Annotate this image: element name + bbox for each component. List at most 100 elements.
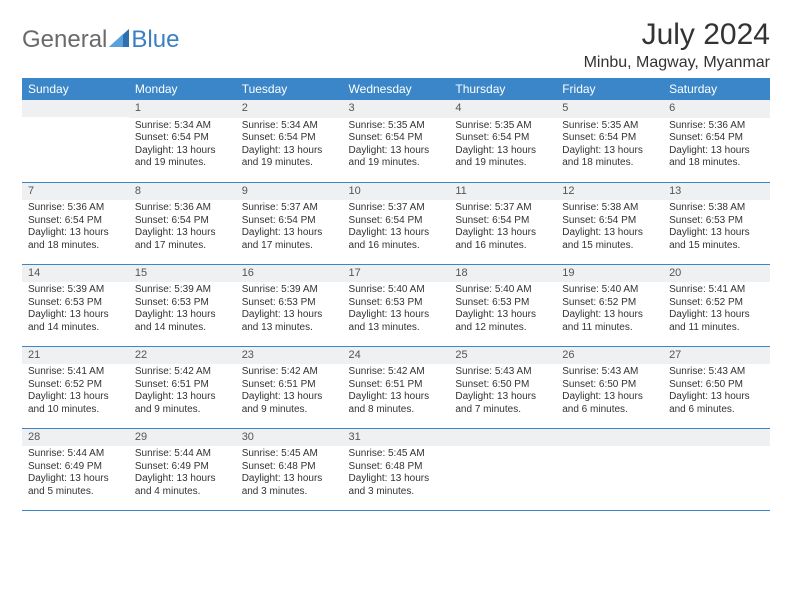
day-number: 20 <box>663 265 770 283</box>
day-body: Sunrise: 5:35 AMSunset: 6:54 PMDaylight:… <box>556 118 663 174</box>
daylight-text: Daylight: 13 hours and 6 minutes. <box>669 391 764 416</box>
title-block: July 2024 Minbu, Magway, Myanmar <box>584 18 770 72</box>
sunset-text: Sunset: 6:54 PM <box>669 132 764 145</box>
day-body: Sunrise: 5:43 AMSunset: 6:50 PMDaylight:… <box>556 364 663 420</box>
day-number: 6 <box>663 100 770 118</box>
sunset-text: Sunset: 6:53 PM <box>242 297 337 310</box>
weekday-header: Saturday <box>663 78 770 100</box>
day-number: 10 <box>343 183 450 201</box>
daylight-text: Daylight: 13 hours and 11 minutes. <box>562 309 657 334</box>
calendar-cell: 2Sunrise: 5:34 AMSunset: 6:54 PMDaylight… <box>236 100 343 182</box>
sunset-text: Sunset: 6:51 PM <box>349 379 444 392</box>
calendar-cell: 4Sunrise: 5:35 AMSunset: 6:54 PMDaylight… <box>449 100 556 182</box>
day-body: Sunrise: 5:38 AMSunset: 6:54 PMDaylight:… <box>556 200 663 256</box>
sunrise-text: Sunrise: 5:35 AM <box>455 120 550 133</box>
day-number: 7 <box>22 183 129 201</box>
calendar-table: Sunday Monday Tuesday Wednesday Thursday… <box>22 78 770 511</box>
day-number <box>556 429 663 446</box>
calendar-cell: 26Sunrise: 5:43 AMSunset: 6:50 PMDayligh… <box>556 346 663 428</box>
sunrise-text: Sunrise: 5:40 AM <box>455 284 550 297</box>
daylight-text: Daylight: 13 hours and 18 minutes. <box>669 145 764 170</box>
calendar-cell: 28Sunrise: 5:44 AMSunset: 6:49 PMDayligh… <box>22 428 129 510</box>
sunrise-text: Sunrise: 5:34 AM <box>135 120 230 133</box>
day-body: Sunrise: 5:35 AMSunset: 6:54 PMDaylight:… <box>449 118 556 174</box>
sunset-text: Sunset: 6:49 PM <box>28 461 123 474</box>
day-body: Sunrise: 5:45 AMSunset: 6:48 PMDaylight:… <box>236 446 343 502</box>
daylight-text: Daylight: 13 hours and 5 minutes. <box>28 473 123 498</box>
day-body: Sunrise: 5:40 AMSunset: 6:53 PMDaylight:… <box>449 282 556 338</box>
day-number: 28 <box>22 429 129 447</box>
daylight-text: Daylight: 13 hours and 6 minutes. <box>562 391 657 416</box>
day-body: Sunrise: 5:36 AMSunset: 6:54 PMDaylight:… <box>22 200 129 256</box>
sunset-text: Sunset: 6:54 PM <box>135 215 230 228</box>
sunset-text: Sunset: 6:50 PM <box>455 379 550 392</box>
daylight-text: Daylight: 13 hours and 12 minutes. <box>455 309 550 334</box>
calendar-cell: 9Sunrise: 5:37 AMSunset: 6:54 PMDaylight… <box>236 182 343 264</box>
day-number: 29 <box>129 429 236 447</box>
daylight-text: Daylight: 13 hours and 15 minutes. <box>669 227 764 252</box>
daylight-text: Daylight: 13 hours and 10 minutes. <box>28 391 123 416</box>
daylight-text: Daylight: 13 hours and 9 minutes. <box>135 391 230 416</box>
sunrise-text: Sunrise: 5:34 AM <box>242 120 337 133</box>
sunset-text: Sunset: 6:54 PM <box>28 215 123 228</box>
day-number: 23 <box>236 347 343 365</box>
day-number: 13 <box>663 183 770 201</box>
calendar-week-row: 28Sunrise: 5:44 AMSunset: 6:49 PMDayligh… <box>22 428 770 510</box>
day-number: 11 <box>449 183 556 201</box>
day-number: 12 <box>556 183 663 201</box>
calendar-cell: 31Sunrise: 5:45 AMSunset: 6:48 PMDayligh… <box>343 428 450 510</box>
weekday-header: Wednesday <box>343 78 450 100</box>
sunrise-text: Sunrise: 5:35 AM <box>562 120 657 133</box>
sunset-text: Sunset: 6:52 PM <box>562 297 657 310</box>
sunset-text: Sunset: 6:50 PM <box>562 379 657 392</box>
daylight-text: Daylight: 13 hours and 16 minutes. <box>349 227 444 252</box>
daylight-text: Daylight: 13 hours and 3 minutes. <box>242 473 337 498</box>
day-number: 5 <box>556 100 663 118</box>
daylight-text: Daylight: 13 hours and 3 minutes. <box>349 473 444 498</box>
sunset-text: Sunset: 6:54 PM <box>349 215 444 228</box>
calendar-cell: 21Sunrise: 5:41 AMSunset: 6:52 PMDayligh… <box>22 346 129 428</box>
day-body: Sunrise: 5:40 AMSunset: 6:53 PMDaylight:… <box>343 282 450 338</box>
sunrise-text: Sunrise: 5:44 AM <box>135 448 230 461</box>
daylight-text: Daylight: 13 hours and 9 minutes. <box>242 391 337 416</box>
calendar-cell: 7Sunrise: 5:36 AMSunset: 6:54 PMDaylight… <box>22 182 129 264</box>
sunrise-text: Sunrise: 5:40 AM <box>562 284 657 297</box>
calendar-cell: 3Sunrise: 5:35 AMSunset: 6:54 PMDaylight… <box>343 100 450 182</box>
day-body: Sunrise: 5:34 AMSunset: 6:54 PMDaylight:… <box>236 118 343 174</box>
sunrise-text: Sunrise: 5:37 AM <box>242 202 337 215</box>
sunrise-text: Sunrise: 5:39 AM <box>242 284 337 297</box>
day-body: Sunrise: 5:37 AMSunset: 6:54 PMDaylight:… <box>236 200 343 256</box>
daylight-text: Daylight: 13 hours and 7 minutes. <box>455 391 550 416</box>
calendar-cell: 12Sunrise: 5:38 AMSunset: 6:54 PMDayligh… <box>556 182 663 264</box>
calendar-week-row: 7Sunrise: 5:36 AMSunset: 6:54 PMDaylight… <box>22 182 770 264</box>
daylight-text: Daylight: 13 hours and 18 minutes. <box>28 227 123 252</box>
day-number <box>22 100 129 117</box>
calendar-cell: 16Sunrise: 5:39 AMSunset: 6:53 PMDayligh… <box>236 264 343 346</box>
sunrise-text: Sunrise: 5:36 AM <box>669 120 764 133</box>
daylight-text: Daylight: 13 hours and 13 minutes. <box>349 309 444 334</box>
sunset-text: Sunset: 6:51 PM <box>242 379 337 392</box>
day-body: Sunrise: 5:36 AMSunset: 6:54 PMDaylight:… <box>129 200 236 256</box>
sunrise-text: Sunrise: 5:42 AM <box>242 366 337 379</box>
sunrise-text: Sunrise: 5:41 AM <box>669 284 764 297</box>
sunrise-text: Sunrise: 5:36 AM <box>135 202 230 215</box>
calendar-cell <box>663 428 770 510</box>
day-body: Sunrise: 5:42 AMSunset: 6:51 PMDaylight:… <box>129 364 236 420</box>
day-body: Sunrise: 5:43 AMSunset: 6:50 PMDaylight:… <box>449 364 556 420</box>
sunset-text: Sunset: 6:48 PM <box>349 461 444 474</box>
day-body: Sunrise: 5:35 AMSunset: 6:54 PMDaylight:… <box>343 118 450 174</box>
sunset-text: Sunset: 6:53 PM <box>28 297 123 310</box>
weekday-header: Friday <box>556 78 663 100</box>
sunrise-text: Sunrise: 5:42 AM <box>349 366 444 379</box>
calendar-cell <box>449 428 556 510</box>
day-body: Sunrise: 5:34 AMSunset: 6:54 PMDaylight:… <box>129 118 236 174</box>
sunset-text: Sunset: 6:54 PM <box>455 215 550 228</box>
sunset-text: Sunset: 6:53 PM <box>669 215 764 228</box>
day-body: Sunrise: 5:43 AMSunset: 6:50 PMDaylight:… <box>663 364 770 420</box>
day-number: 25 <box>449 347 556 365</box>
daylight-text: Daylight: 13 hours and 19 minutes. <box>242 145 337 170</box>
sunset-text: Sunset: 6:50 PM <box>669 379 764 392</box>
month-title: July 2024 <box>584 18 770 52</box>
sunrise-text: Sunrise: 5:38 AM <box>669 202 764 215</box>
day-body: Sunrise: 5:38 AMSunset: 6:53 PMDaylight:… <box>663 200 770 256</box>
